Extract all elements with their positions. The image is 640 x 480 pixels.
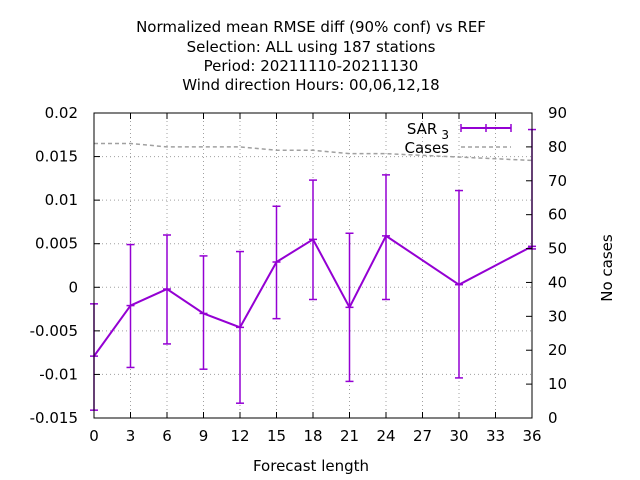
title-line-3: Period: 20211110-20211130 — [204, 57, 419, 75]
y-tick-label: 0 — [68, 278, 78, 296]
x-tick-label: 6 — [162, 427, 172, 445]
x-tick-label: 30 — [449, 427, 468, 445]
y-tick-label: -0.015 — [30, 409, 78, 427]
y2-tick-label: 10 — [548, 375, 567, 393]
x-tick-label: 27 — [413, 427, 432, 445]
x-tick-label: 24 — [376, 427, 395, 445]
y2-tick-label: 70 — [548, 172, 567, 190]
x-tick-label: 33 — [486, 427, 505, 445]
title-line-1: Normalized mean RMSE diff (90% conf) vs … — [136, 18, 486, 36]
x-tick-label: 18 — [303, 427, 322, 445]
title-line-4: Wind direction Hours: 00,06,12,18 — [182, 76, 439, 94]
y-tick-label: 0.005 — [35, 235, 78, 253]
y2-tick-label: 20 — [548, 341, 567, 359]
x-tick-label: 21 — [340, 427, 359, 445]
y-tick-label: 0.015 — [35, 148, 78, 166]
y2-tick-label: 60 — [548, 206, 567, 224]
x-tick-label: 36 — [522, 427, 541, 445]
title-line-2: Selection: ALL using 187 stations — [187, 38, 436, 56]
x-tick-label: 12 — [230, 427, 249, 445]
y2-tick-label: 40 — [548, 273, 567, 291]
x-tick-label: 0 — [89, 427, 99, 445]
legend-subscript-sar: 3 — [441, 128, 449, 142]
legend-entry-cases: Cases — [404, 139, 511, 157]
x-tick-label: 15 — [267, 427, 286, 445]
x-tick-label: 3 — [126, 427, 136, 445]
legend-label-cases: Cases — [404, 139, 449, 157]
x-tick-label: 9 — [199, 427, 209, 445]
y-tick-label: 0.02 — [45, 104, 78, 122]
legend: SAR 3 Cases — [404, 120, 512, 157]
y2-axis-label: No cases — [598, 234, 616, 302]
y2-tick-label: 80 — [548, 138, 567, 156]
x-axis-label: Forecast length — [253, 457, 369, 475]
y-tick-label: -0.005 — [30, 322, 78, 340]
y-tick-label: 0.01 — [45, 191, 78, 209]
sar-layer — [90, 128, 536, 411]
y2-tick-label: 50 — [548, 240, 567, 258]
y-tick-label: -0.01 — [39, 365, 78, 383]
y2-tick-label: 30 — [548, 307, 567, 325]
legend-swatch-sar — [460, 124, 512, 132]
chart-title: Normalized mean RMSE diff (90% conf) vs … — [136, 18, 486, 94]
ticks: 0 3 6 9 12 15 18 21 24 27 30 33 36-0.015-0.01-0.0050… — [30, 104, 567, 445]
y2-tick-label: 0 — [548, 409, 558, 427]
legend-label-sar: SAR 3 — [407, 120, 449, 142]
y2-tick-label: 90 — [548, 104, 567, 122]
legend-entry-sar: SAR 3 — [407, 120, 512, 142]
legend-name-sar: SAR — [407, 120, 437, 138]
